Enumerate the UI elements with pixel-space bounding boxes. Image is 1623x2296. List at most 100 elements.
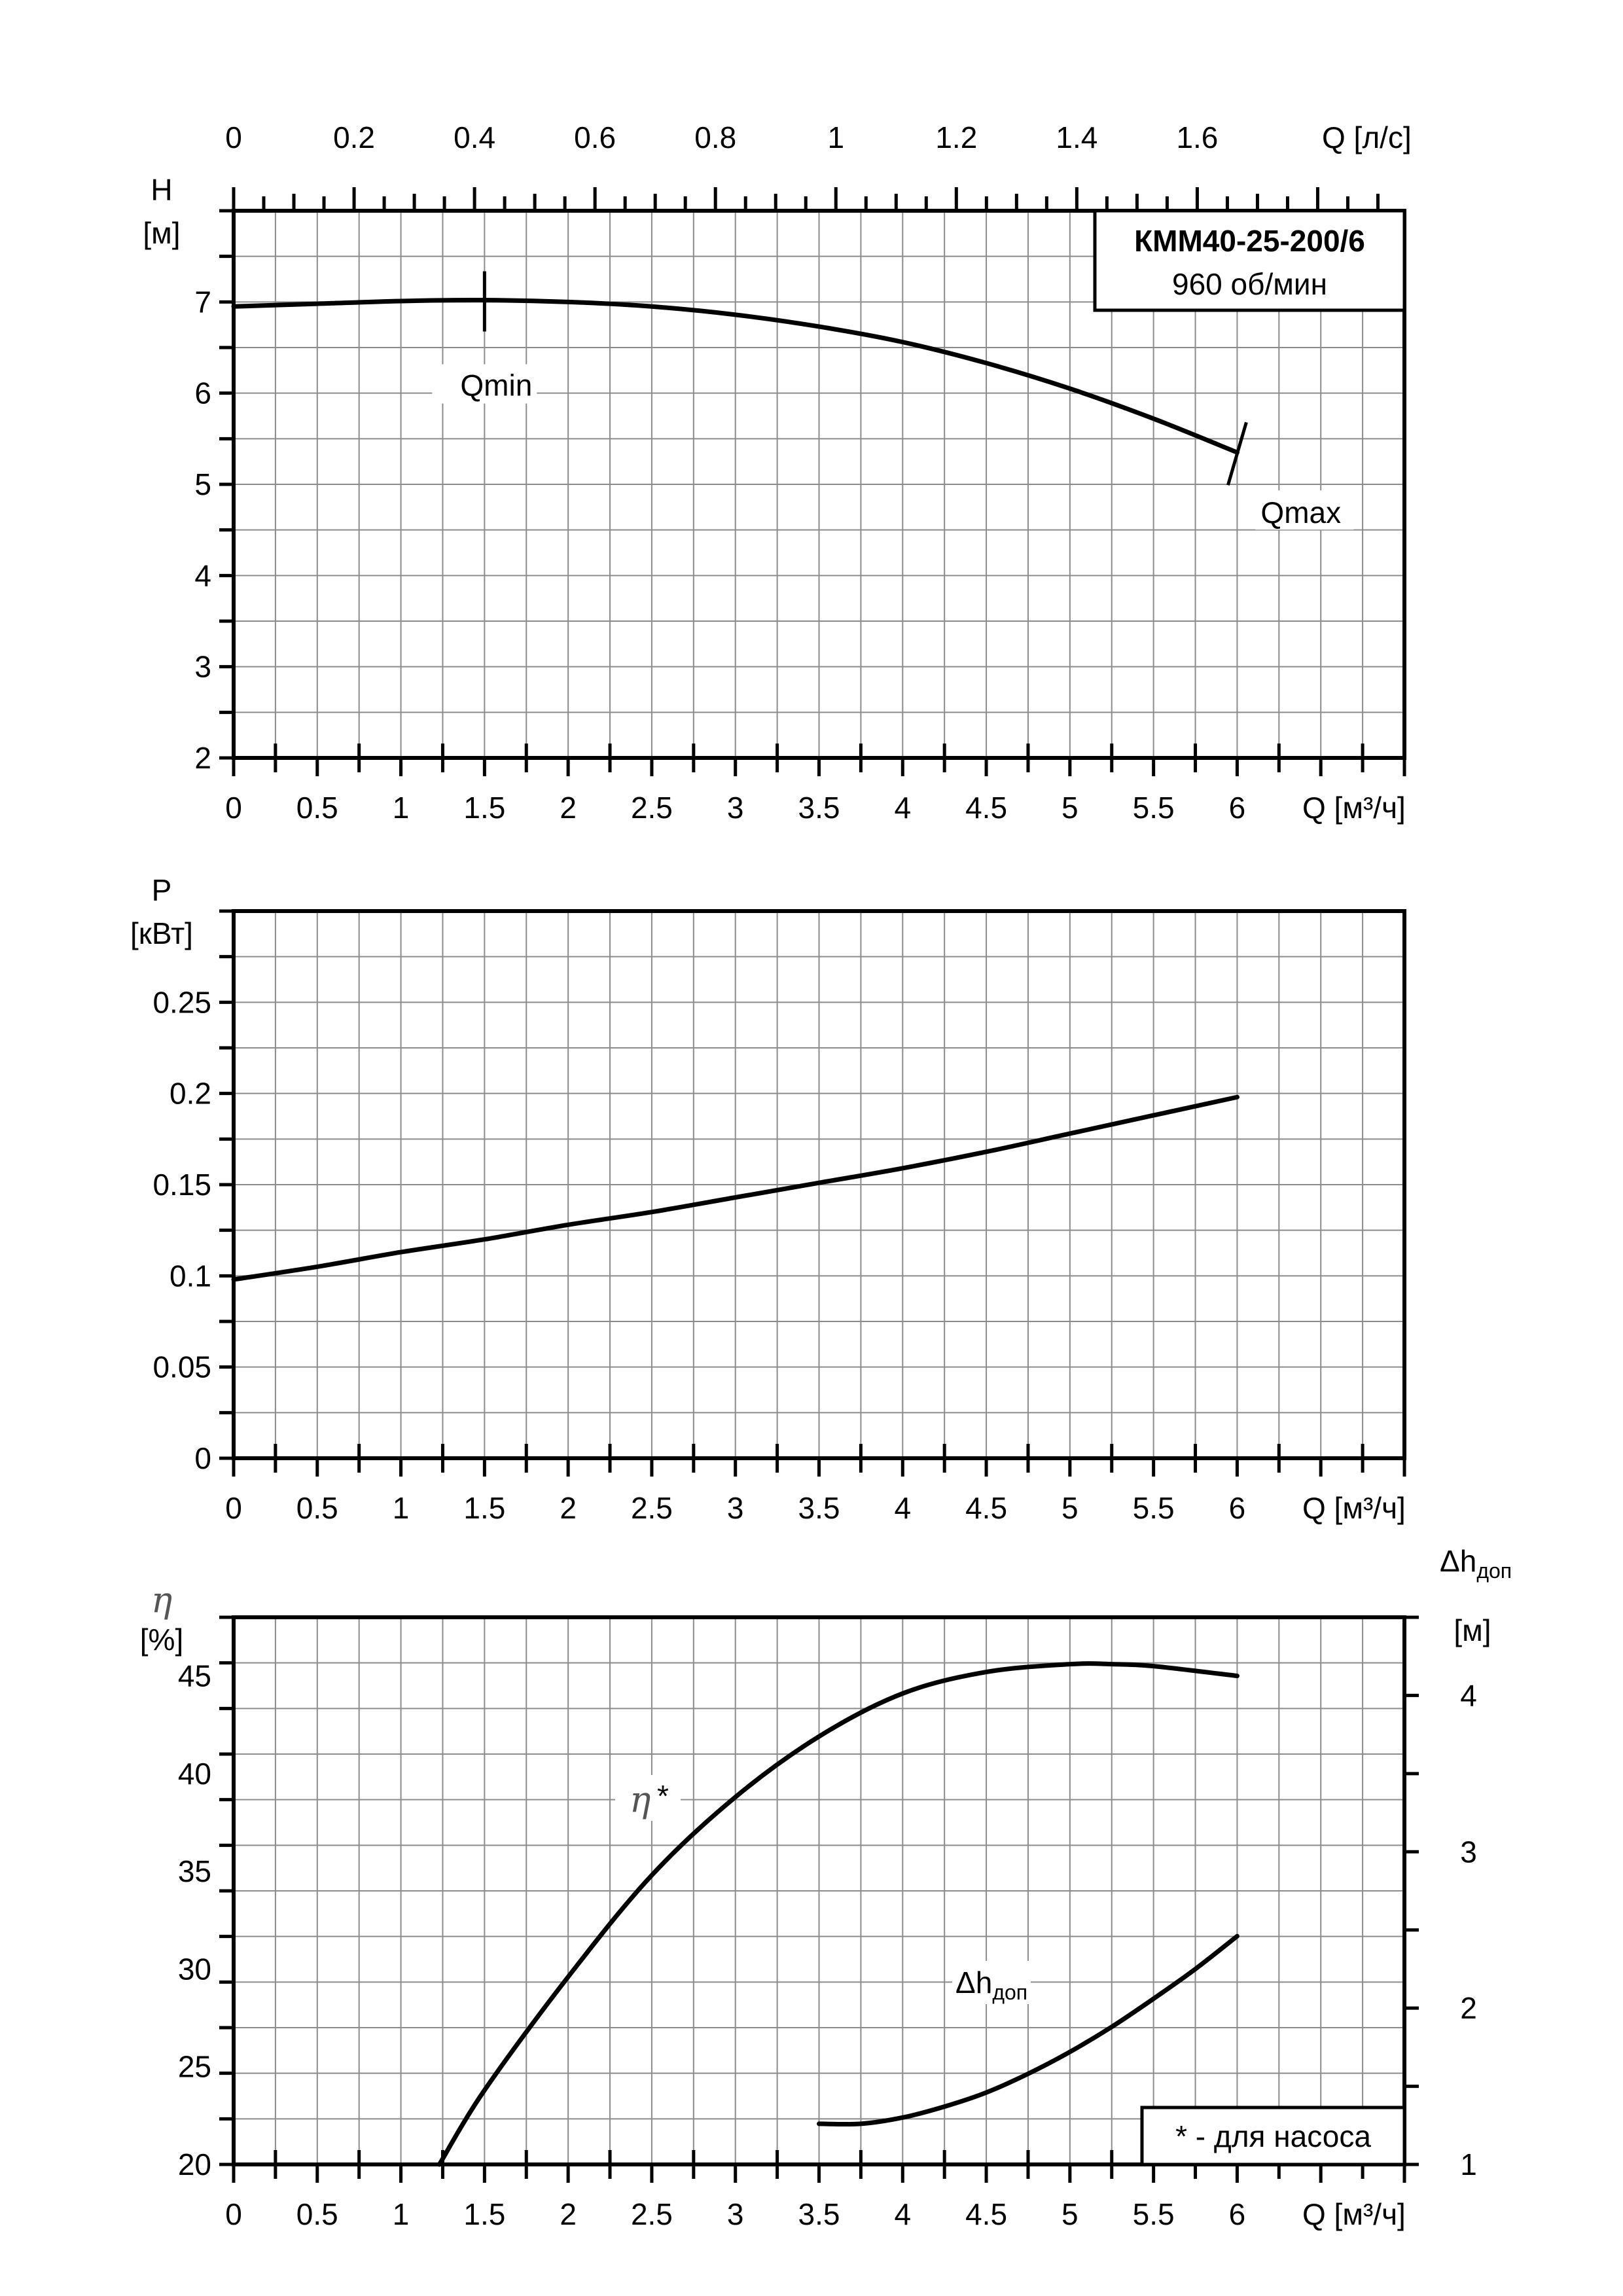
x-tick-label: 0: [225, 2197, 242, 2231]
note-text: * - для насоса: [1175, 2119, 1371, 2153]
x-tick-label: 0: [225, 1491, 242, 1525]
x-tick-label: 2: [560, 2197, 577, 2231]
npsh-series-label: Δhдоп: [955, 1965, 1027, 2004]
series-line-1: [817, 1933, 1240, 2127]
x-tick-label: 3: [727, 1491, 744, 1525]
x-tick-label: 2.5: [631, 2197, 673, 2231]
qmax-marker: [1226, 422, 1248, 486]
y-tick-label: 4: [194, 558, 211, 592]
y-axis-unit: [%]: [140, 1623, 183, 1657]
qmin-label-bg: [432, 364, 537, 404]
x-tick-label: 4: [894, 1491, 911, 1525]
grid: [234, 1617, 1404, 2164]
x2-tick-label: 0.4: [454, 120, 495, 154]
x-tick-label: 6: [1229, 2197, 1246, 2231]
x-tick-label: 1: [393, 1491, 410, 1525]
grid: [234, 911, 1404, 1458]
x-tick-label: 0: [225, 791, 242, 825]
y-tick-label: 35: [178, 1854, 211, 1888]
y-tick-label: 40: [178, 1757, 211, 1791]
x-tick-label: 5: [1061, 2197, 1079, 2231]
y-tick-label: 6: [194, 376, 211, 410]
y-tick-label: 0.2: [169, 1077, 211, 1111]
x-ticks: [232, 1444, 1406, 1477]
y-tick-label: 0: [194, 1441, 211, 1475]
y-tick-label: 0.25: [152, 985, 211, 1019]
x-tick-label: 3.5: [798, 1491, 840, 1525]
x-tick-label: 0.5: [296, 791, 338, 825]
x2-axis-label: Q [л/с]: [1322, 120, 1412, 154]
y-tick-label: 3: [194, 650, 211, 684]
y2-tick-label: 2: [1460, 1991, 1477, 2025]
x-tick-label: 0.5: [296, 1491, 338, 1525]
y-tick-label: 0.15: [152, 1168, 211, 1202]
y-tick-label: 2: [194, 741, 211, 775]
x2-tick-label: 1: [827, 120, 844, 154]
y2-axis-unit: [м]: [1454, 1613, 1491, 1647]
x-tick-label: 5: [1061, 791, 1079, 825]
y-tick-label: 45: [178, 1659, 211, 1693]
y-tick-label: 7: [194, 285, 211, 319]
series-line-0: [437, 1661, 1240, 2167]
head-chart: 0 0.5 1 1.5 2 2.5 3 3.5 4 4.5 5 5.5 6 Q [м³/ч] 2 3 4 5 6 7 H…: [143, 120, 1411, 825]
x-tick-label: 4.5: [965, 2197, 1007, 2231]
x2-tick-label: 0.2: [333, 120, 375, 154]
series-line-0: [231, 298, 1240, 455]
model-box: [1093, 209, 1406, 312]
note-box: [1140, 2106, 1406, 2166]
x2-tick-label: 0.6: [574, 120, 616, 154]
x-tick-label: 1.5: [463, 791, 505, 825]
x2-tick-label: 1.6: [1176, 120, 1218, 154]
qmax-label: Qmax: [1260, 495, 1341, 529]
x2-tick-label: 0: [225, 120, 242, 154]
y2-axis-label: Δhдоп: [1440, 1544, 1512, 1583]
x-tick-label: 5.5: [1133, 791, 1175, 825]
x-tick-label: 2.5: [631, 1491, 673, 1525]
y-tick-label: 25: [178, 2050, 211, 2084]
x-tick-label: 6: [1229, 791, 1246, 825]
series-line-0: [231, 1094, 1240, 1282]
x-tick-label: 4.5: [965, 791, 1007, 825]
model-name: КММ40-25-200/6: [1134, 224, 1365, 258]
y-axis-label: P: [152, 873, 172, 907]
npsh-label-bg: [952, 1961, 1031, 2004]
x-tick-label: 5.5: [1133, 2197, 1175, 2231]
x-tick-label: 2.5: [631, 791, 673, 825]
x-tick-label: 5.5: [1133, 1491, 1175, 1525]
y-tick-label: 5: [194, 467, 211, 501]
x-tick-label: 3: [727, 791, 744, 825]
eta-series-label: η: [630, 1779, 651, 1820]
x-tick-label: 5: [1061, 1491, 1079, 1525]
x-tick-label: 3.5: [798, 2197, 840, 2231]
qmax-label-bg: [1255, 490, 1354, 530]
y-axis-label: H: [151, 173, 172, 207]
x-tick-label: 0.5: [296, 2197, 338, 2231]
x-axis-label: Q [м³/ч]: [1302, 2197, 1406, 2231]
x-tick-label: 6: [1229, 1491, 1246, 1525]
x-tick-label: 1.5: [463, 2197, 505, 2231]
x-tick-label: 4.5: [965, 1491, 1007, 1525]
x-tick-label: 4: [894, 2197, 911, 2231]
x-ticks: [232, 744, 1406, 776]
x2-tick-label: 1.2: [935, 120, 977, 154]
model-speed: 960 об/мин: [1172, 267, 1327, 301]
y-axis-unit: [кВт]: [130, 916, 193, 950]
y2-tick-label: 4: [1460, 1678, 1477, 1712]
x-tick-label: 1: [393, 2197, 410, 2231]
qmin-label: Qmin: [460, 368, 532, 403]
x-tick-label: 4: [894, 791, 911, 825]
x-tick-label: 2: [560, 1491, 577, 1525]
power-chart: 0 0.5 1 1.5 2 2.5 3 3.5 4 4.5 5 5.5 6 Q [м³/ч] 0 0.05 0.…: [130, 873, 1406, 1525]
y2-tick-label: 1: [1460, 2147, 1477, 2181]
x-tick-label: 1: [393, 791, 410, 825]
y-axis-unit: [м]: [143, 216, 180, 250]
x-axis-label: Q [м³/ч]: [1302, 791, 1406, 825]
y-tick-label: 20: [178, 2147, 211, 2181]
efficiency-npsh-chart: 0 0.5 1 1.5 2 2.5 3 3.5 4 4.5 5 5.5 6 Q [м³/ч] 20 25 30 3…: [140, 1544, 1512, 2231]
eta-label-bg: [615, 1775, 681, 1821]
x-tick-label: 2: [560, 791, 577, 825]
y2-tick-label: 3: [1460, 1835, 1477, 1869]
x-axis-label: Q [м³/ч]: [1302, 1491, 1406, 1525]
eta-series-star: *: [657, 1779, 669, 1813]
